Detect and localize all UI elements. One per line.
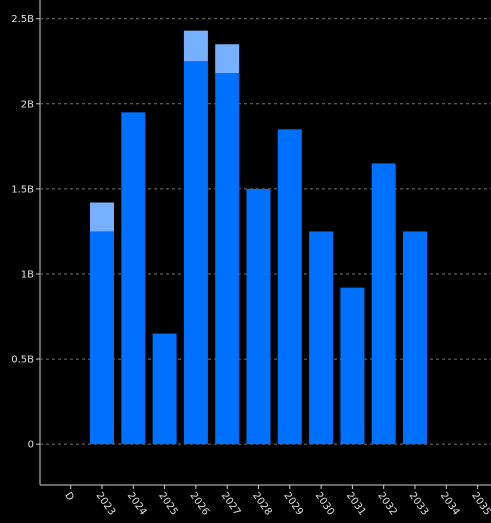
x-tick-label: 2033 bbox=[407, 490, 431, 517]
y-tick-label: 1B bbox=[21, 269, 34, 280]
x-tick-label: 2027 bbox=[219, 490, 243, 517]
x-tick-label: D bbox=[62, 490, 76, 503]
bar-segment bbox=[403, 231, 427, 445]
y-tick-label: 0.5B bbox=[11, 355, 34, 366]
bar-segment bbox=[340, 287, 365, 445]
bar-segment bbox=[215, 73, 240, 445]
x-tick-label: 2034 bbox=[438, 490, 462, 517]
y-tick-label: 1.5B bbox=[11, 184, 34, 195]
bar-segment bbox=[215, 44, 240, 74]
x-tick-label: 2023 bbox=[94, 490, 118, 517]
x-tick-label: 2026 bbox=[187, 490, 211, 517]
y-tick-label: 0 bbox=[28, 440, 34, 451]
x-tick-label: 2031 bbox=[344, 490, 368, 517]
y-tick-label: 2.5B bbox=[11, 14, 34, 25]
x-tick-label: 2024 bbox=[125, 490, 149, 517]
bar-segment bbox=[183, 30, 208, 62]
bar-segment bbox=[90, 202, 114, 232]
bar-segment bbox=[90, 231, 114, 445]
bar-segment bbox=[309, 231, 334, 445]
bar-segment bbox=[246, 188, 271, 445]
x-tick-label: 2025 bbox=[156, 490, 180, 517]
x-tick-label: 2029 bbox=[281, 490, 305, 517]
bar-segment bbox=[121, 112, 146, 445]
x-tick-label: 2032 bbox=[375, 490, 399, 517]
bar-segment bbox=[371, 163, 396, 445]
x-tick-label: 2028 bbox=[250, 490, 274, 517]
bar-segment bbox=[277, 129, 302, 445]
x-tick-label: 2030 bbox=[313, 490, 337, 517]
bar-segment bbox=[152, 333, 177, 445]
y-tick-label: 2B bbox=[21, 99, 34, 110]
x-tick-label: 2035 bbox=[469, 490, 491, 517]
bar-segment bbox=[183, 61, 208, 445]
